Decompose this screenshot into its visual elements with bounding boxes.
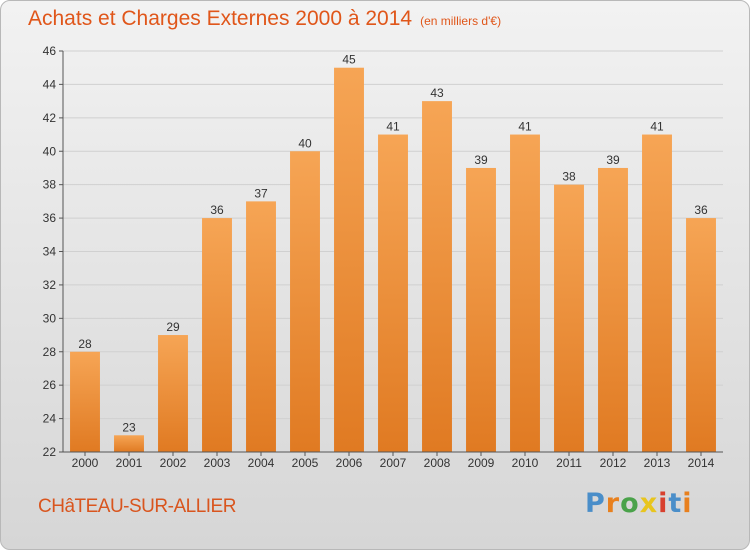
bar-2007 <box>378 134 408 452</box>
y-tick-label: 30 <box>43 311 57 325</box>
bar-value-label: 36 <box>694 203 708 217</box>
x-tick-label: 2001 <box>116 456 143 470</box>
bar-2006 <box>334 67 364 452</box>
bar-2009 <box>466 167 496 453</box>
x-tick-label: 2012 <box>600 456 627 470</box>
logo-letter: t <box>668 488 683 519</box>
y-tick-label: 34 <box>43 245 57 259</box>
x-tick-label: 2004 <box>248 456 275 470</box>
bar-value-label: 41 <box>386 120 400 134</box>
x-tick-label: 2007 <box>380 456 407 470</box>
x-tick-label: 2005 <box>292 456 319 470</box>
bar-2002 <box>158 335 188 452</box>
y-tick-label: 28 <box>43 345 57 359</box>
chart-unit: (en milliers d'€) <box>420 14 502 28</box>
bar-2014 <box>686 218 716 452</box>
bar-2004 <box>246 201 276 452</box>
y-tick-label: 44 <box>43 77 57 91</box>
chart-title-text: Achats et Charges Externes 2000 à 2014 <box>28 7 413 30</box>
x-tick-label: 2008 <box>424 456 451 470</box>
x-tick-label: 2010 <box>512 456 539 470</box>
bar-2003 <box>202 218 232 452</box>
logo-letter: r <box>605 488 621 519</box>
logo-letter: i <box>682 488 693 519</box>
bar-value-label: 45 <box>342 53 356 67</box>
bar-2013 <box>642 134 672 452</box>
bar-2011 <box>554 184 584 452</box>
y-tick-label: 46 <box>43 44 57 58</box>
x-tick-label: 2002 <box>160 456 187 470</box>
x-tick-label: 2000 <box>72 456 99 470</box>
logo-letter: x <box>639 488 659 519</box>
bar-value-label: 37 <box>254 186 268 200</box>
labels: 22 24 26 28 30 32 34 36 38 40 42 44 46 28 2000 23 2001 29… <box>43 44 715 470</box>
x-tick-label: 2003 <box>204 456 231 470</box>
bar-value-label: 29 <box>166 320 180 334</box>
proxiti-logo[interactable]: Proxiti <box>585 488 693 519</box>
y-tick-label: 40 <box>43 144 57 158</box>
x-tick-label: 2014 <box>688 456 715 470</box>
chart-title: Achats et Charges Externes 2000 à 2014 (e… <box>28 7 501 31</box>
commune-name: CHâTEAU-SUR-ALLIER <box>38 496 236 517</box>
bar-value-label: 40 <box>298 136 312 150</box>
y-tick-label: 22 <box>43 445 57 459</box>
bars <box>70 67 716 453</box>
y-tick-label: 24 <box>43 412 57 426</box>
logo-letter: P <box>585 488 606 519</box>
y-tick-label: 26 <box>43 378 57 392</box>
bar-value-label: 23 <box>122 420 136 434</box>
bar-value-label: 41 <box>518 120 532 134</box>
bar-2008 <box>422 101 452 452</box>
x-tick-label: 2006 <box>336 456 363 470</box>
y-tick-label: 36 <box>43 211 57 225</box>
bar-value-label: 39 <box>606 153 620 167</box>
bar-value-label: 28 <box>78 337 92 351</box>
x-tick-label: 2009 <box>468 456 495 470</box>
bar-2005 <box>290 151 320 452</box>
axes <box>59 50 723 456</box>
bar-value-label: 43 <box>430 86 444 100</box>
bar-value-label: 39 <box>474 153 488 167</box>
y-tick-label: 42 <box>43 111 57 125</box>
x-tick-label: 2013 <box>644 456 671 470</box>
y-tick-label: 38 <box>43 178 57 192</box>
y-tick-label: 32 <box>43 278 57 292</box>
bar-2000 <box>70 351 100 452</box>
logo-letter: o <box>620 488 640 519</box>
bar-value-label: 36 <box>210 203 224 217</box>
bar-2010 <box>510 134 540 452</box>
logo-letter: i <box>658 488 669 519</box>
bar-value-label: 38 <box>562 170 576 184</box>
bar-2012 <box>598 167 628 453</box>
bar-value-label: 41 <box>650 120 664 134</box>
bar-2001 <box>114 435 144 452</box>
x-tick-label: 2011 <box>556 456 582 470</box>
